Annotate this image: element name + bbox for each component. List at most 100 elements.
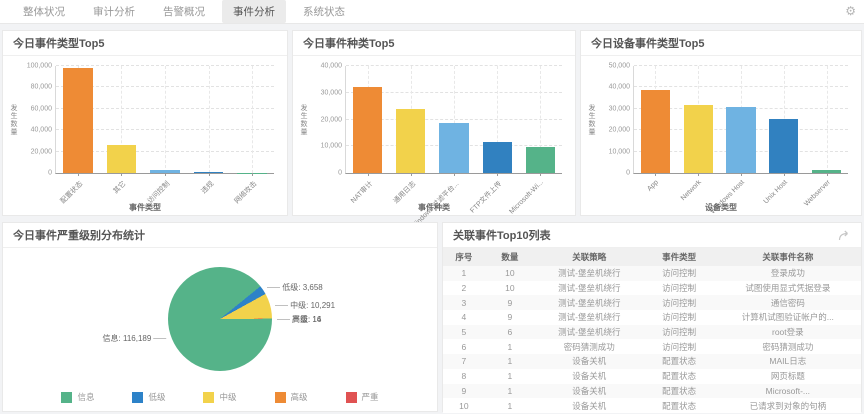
- x-tick-label: Network: [680, 179, 704, 203]
- gridline: [56, 65, 274, 66]
- legend-swatch: [132, 391, 144, 403]
- table-cell: 设备关机: [534, 354, 644, 369]
- table-cell: 登录成功: [714, 266, 861, 281]
- tab-4[interactable]: 系统状态: [303, 6, 345, 18]
- table-cell: 访问控制: [643, 310, 715, 325]
- y-tick-label: 50,000: [608, 62, 630, 70]
- table-row[interactable]: 2 10 测试-堡垒机绕行 访问控制 试图使用显式凭据登录: [443, 280, 861, 296]
- bar-slot: 其它: [100, 66, 144, 195]
- x-tick: [410, 173, 412, 176]
- v-gridline: [497, 66, 499, 173]
- bar-通用日志[interactable]: [396, 108, 426, 173]
- y-tick-label: 30,000: [608, 105, 630, 113]
- bar-slot: Windows Host: [709, 66, 763, 216]
- v-gridline: [454, 66, 455, 173]
- table-row[interactable]: 4 9 测试-堡垒机绕行 访问控制 计算机试图验证帐户的...: [443, 310, 861, 325]
- x-tick: [454, 173, 455, 176]
- plot-area: 0 10,000 20,000 30,000 40,000 NAT审计 通用日志 Window…: [321, 63, 562, 231]
- table-cell: root登录: [714, 324, 861, 340]
- table-cell: 配置状态: [643, 398, 715, 413]
- legend-item-中级[interactable]: 中级: [203, 391, 237, 403]
- table-cell: 设备关机: [534, 398, 644, 413]
- table-row[interactable]: 5 6 测试-堡垒机绕行 访问控制 root登录: [443, 324, 861, 340]
- column-header-1: 数量: [484, 248, 535, 266]
- table-cell: 密码猜测成功: [714, 339, 861, 355]
- table-row[interactable]: 1 10 测试-堡垒机绕行 访问控制 登录成功: [443, 266, 861, 281]
- legend-label: 低级: [148, 392, 166, 402]
- bar-Windows Host[interactable]: [726, 106, 756, 173]
- bar-Unix Host[interactable]: [769, 118, 799, 173]
- bar-slot: Unix Host: [762, 66, 805, 205]
- y-tick-label: 40,000: [30, 126, 52, 134]
- column-header-2: 关联策略: [534, 248, 644, 266]
- bar-Network[interactable]: [683, 104, 713, 173]
- bar-Webserver[interactable]: [812, 170, 842, 173]
- table-cell: 测试-堡垒机绕行: [534, 324, 644, 340]
- table-cell: 10: [484, 266, 535, 281]
- bar-配置状态[interactable]: [62, 68, 93, 173]
- pie[interactable]: [168, 267, 272, 371]
- legend-item-信息[interactable]: 信息: [61, 391, 94, 403]
- table-cell: 测试-堡垒机绕行: [534, 295, 644, 311]
- share-icon[interactable]: [838, 230, 851, 241]
- related-events-table: 序号 数量 关联策略 事件类型 关联事件名称 1 10 测试-堡垒机绕行 访问控制 登录成功 2 10…: [443, 248, 861, 413]
- panel-title-related-events: 关联事件Top10列表: [453, 230, 551, 242]
- panel-severity-distribution: 今日事件严重级别分布统计 信息: 116,189 低级: 3,658 中级: 10,…: [2, 222, 438, 412]
- panel-title-device-event: 今日设备事件类型Top5: [591, 38, 705, 50]
- table-cell: 访问控制: [643, 280, 715, 296]
- bar-其它[interactable]: [106, 144, 137, 173]
- table-row[interactable]: 3 9 测试-堡垒机绕行 访问控制 通信密码: [443, 295, 861, 311]
- table-row[interactable]: 10 1 设备关机 配置状态 已请求到对象的句柄: [443, 398, 861, 413]
- y-tick-label: 0: [626, 169, 630, 177]
- bar-Microsoft-Wi...[interactable]: [525, 147, 556, 173]
- table-cell: 配置状态: [643, 368, 715, 384]
- x-tick: [121, 173, 123, 176]
- tab-2[interactable]: 告警概况: [163, 6, 205, 18]
- table-cell: 试图使用显式凭据登录: [714, 280, 861, 296]
- bar-slot: Microsoft-Wi...: [509, 66, 562, 216]
- x-tick-label: App: [646, 179, 661, 193]
- bar-slot: 访问控制: [143, 66, 187, 205]
- bar-slot: 违规: [187, 66, 231, 195]
- tab-3[interactable]: 事件分析: [222, 0, 286, 23]
- table-row[interactable]: 9 1 设备关机 配置状态 Microsoft-...: [443, 383, 861, 399]
- table-row[interactable]: 6 1 密码猜测成功 访问控制 密码猜测成功: [443, 339, 861, 355]
- legend-item-高级[interactable]: 高级: [274, 391, 308, 403]
- gear-icon[interactable]: ⚙: [845, 4, 856, 18]
- table-row[interactable]: 7 1 设备关机 配置状态 MAIL日志: [443, 354, 861, 369]
- table-cell: 1: [443, 266, 485, 281]
- bar-违规[interactable]: [193, 171, 224, 173]
- table-cell: 访问控制: [643, 266, 715, 281]
- table-cell: 10: [443, 398, 485, 413]
- v-gridline: [164, 66, 166, 173]
- tab-0[interactable]: 整体状况: [23, 6, 65, 18]
- table-cell: 5: [443, 324, 485, 340]
- bar-FTP文件上传[interactable]: [482, 141, 512, 173]
- bar-Windows 过滤平台...[interactable]: [439, 122, 469, 173]
- x-axis-title: 事件类型: [129, 203, 161, 212]
- legend-item-低级[interactable]: 低级: [132, 391, 165, 403]
- x-tick: [655, 173, 657, 176]
- table-cell: 3: [443, 295, 485, 311]
- table-cell: 6: [484, 324, 535, 340]
- gridline: [346, 65, 562, 66]
- table-cell: 测试-堡垒机绕行: [534, 266, 644, 281]
- bar-访问控制[interactable]: [150, 170, 180, 173]
- panel-device-event-top5: 今日设备事件类型Top5 发生数量 0 10,000 20,000 30,000 40,…: [580, 30, 862, 216]
- table-cell: 配置状态: [643, 383, 715, 399]
- table-row[interactable]: 8 1 设备关机 配置状态 网页标题: [443, 368, 861, 384]
- x-tick: [540, 173, 542, 176]
- tab-1[interactable]: 审计分析: [93, 6, 135, 18]
- plot-area: 0 20,000 40,000 60,000 80,000 100,000 配置状态 其它 访问…: [27, 63, 274, 205]
- v-gridline: [252, 66, 254, 173]
- x-tick: [367, 173, 369, 176]
- x-tick-label: 违规: [200, 180, 215, 196]
- table-cell: 网页标题: [714, 368, 861, 384]
- pie-label-严重: 严重: 14: [276, 314, 323, 325]
- table-cell: 9: [484, 310, 535, 325]
- v-gridline: [121, 66, 123, 173]
- y-tick-label: 80,000: [30, 83, 52, 91]
- legend-item-严重[interactable]: 严重: [345, 391, 379, 403]
- bar-NAT审计[interactable]: [352, 86, 383, 173]
- bar-App[interactable]: [640, 89, 670, 173]
